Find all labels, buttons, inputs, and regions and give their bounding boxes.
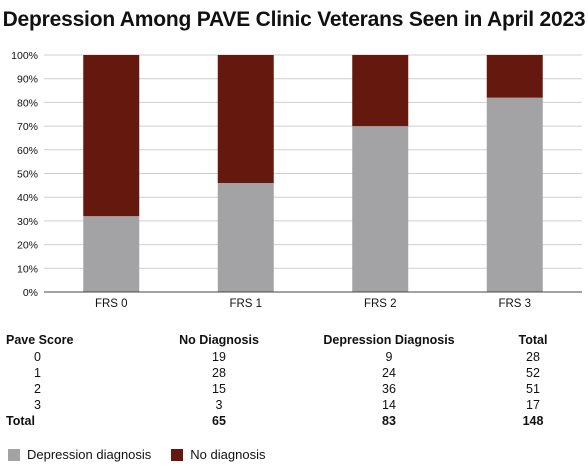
bar-depression-diagnosis [217,182,274,292]
legend-label-no-diagnosis: No diagnosis [190,447,266,462]
y-tick-label: 20% [17,240,38,252]
y-tick-label: 50% [17,169,38,181]
legend-label-depression: Depression diagnosis [27,447,152,462]
table-cell: 0 [34,350,41,364]
table-cell: 52 [526,366,540,380]
bar-depression-diagnosis [486,97,543,292]
bar-no-diagnosis [217,55,274,183]
column-header-no-diagnosis: No Diagnosis [179,332,259,347]
y-tick-label: 40% [17,192,38,204]
table-row: 3 3 14 17 [6,397,582,413]
table-cell: 3 [215,398,223,412]
table-cell: 9 [385,350,393,364]
legend-item-depression: Depression diagnosis [8,447,151,462]
bar-depression-diagnosis [352,126,409,292]
y-tick-label: 90% [17,74,38,86]
bar-no-diagnosis [352,55,409,127]
table-cell: 15 [212,382,226,396]
table-row: 0 19 9 28 [6,349,582,365]
table-header-row: Pave Score No Diagnosis Depression Diagn… [6,330,582,349]
table-cell: 14 [382,398,396,412]
table-cell: 83 [382,414,396,428]
column-header-depression-diagnosis: Depression Diagnosis [323,332,455,347]
table-cell: 1 [34,366,41,380]
y-tick-label: 70% [17,121,38,133]
table-cell: 65 [212,414,226,428]
legend-swatch-no-diagnosis [171,448,184,461]
table-row: 2 15 36 51 [6,381,582,397]
table-cell: 148 [522,414,544,428]
table-total-row: Total 65 83 148 [6,413,582,429]
data-table: Pave Score No Diagnosis Depression Diagn… [6,330,582,429]
y-tick-label: 80% [17,97,38,109]
table-cell: 2 [34,382,41,396]
chart-title: Depression Among PAVE Clinic Veterans Se… [2,8,586,31]
x-tick-label: FRS 0 [95,298,128,310]
y-tick-label: 100% [11,50,38,62]
bar-no-diagnosis [83,55,140,217]
table-cell: 17 [526,398,540,412]
table-cell: 28 [526,350,540,364]
table-cell: 19 [212,350,226,364]
column-header-total: Total [518,332,548,347]
x-tick-label: FRS 2 [364,298,397,310]
table-cell: 3 [34,398,41,412]
stacked-bar-chart: 0% 10% 20% 30% 40% 50% 60% 70% 80% 90% 100% FRS 0 FR… [11,50,582,310]
legend-swatch-depression [8,448,20,461]
table-cell: 36 [382,382,396,396]
y-tick-label: 10% [17,263,38,275]
table-cell: 51 [526,382,540,396]
y-tick-label: 30% [17,216,38,228]
table-cell: 28 [212,366,226,380]
legend-item-no-diagnosis: No diagnosis [171,447,265,462]
table-cell: 24 [382,366,396,380]
column-header-pave-score: Pave Score [6,332,74,347]
table-cell: Total [6,414,35,428]
table-row: 1 28 24 52 [6,365,582,381]
bar-depression-diagnosis [83,216,140,292]
y-tick-label: 0% [23,287,38,299]
x-tick-label: FRS 1 [229,298,262,310]
legend: Depression diagnosis No diagnosis [8,447,285,462]
x-tick-label: FRS 3 [498,298,531,310]
y-tick-label: 60% [17,145,38,157]
bar-no-diagnosis [486,55,543,98]
